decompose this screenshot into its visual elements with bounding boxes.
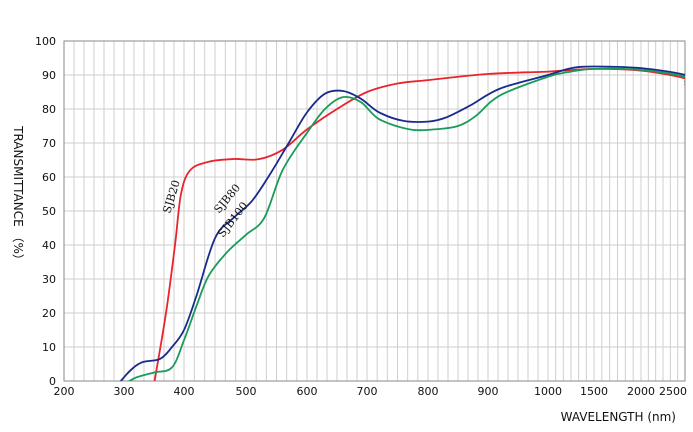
x-tick-label: 300 — [114, 385, 135, 398]
x-axis-title: WAVELENGTH (nm) — [561, 410, 676, 424]
x-tick-label: 2500 — [659, 385, 687, 398]
series-line-sjb100 — [127, 67, 685, 381]
x-tick-label: 2000 — [627, 385, 655, 398]
y-axis-title: TRANSMITTANCE （%） — [11, 125, 25, 266]
y-tick-label: 80 — [42, 103, 56, 116]
x-tick-label: 1500 — [580, 385, 608, 398]
x-tick-label: 900 — [478, 385, 499, 398]
y-tick-label: 20 — [42, 307, 56, 320]
series-line-sjb80 — [119, 65, 685, 381]
x-tick-label: 500 — [236, 385, 257, 398]
x-tick-label: 400 — [174, 385, 195, 398]
x-tick-label: 800 — [418, 385, 439, 398]
x-tick-label: 600 — [297, 385, 318, 398]
y-tick-label: 90 — [42, 69, 56, 82]
x-tick-label: 1000 — [534, 385, 562, 398]
x-tick-label: 200 — [54, 385, 75, 398]
y-tick-label: 0 — [49, 375, 56, 388]
series-group — [119, 65, 685, 381]
y-tick-label: 40 — [42, 239, 56, 252]
y-tick-labels: 0 10 20 30 40 50 60 70 80 90 100 — [35, 35, 56, 388]
x-tick-label: 700 — [357, 385, 378, 398]
grid — [63, 41, 685, 381]
y-tick-label: 10 — [42, 341, 56, 354]
y-tick-label: 30 — [42, 273, 56, 286]
y-tick-label: 60 — [42, 171, 56, 184]
y-tick-label: 100 — [35, 35, 56, 48]
y-tick-label: 50 — [42, 205, 56, 218]
plot-frame — [63, 40, 686, 382]
x-tick-labels: 200 300 400 500 600 700 800 900 1000 1500 2000 2500 — [54, 385, 688, 398]
y-tick-label: 70 — [42, 137, 56, 150]
